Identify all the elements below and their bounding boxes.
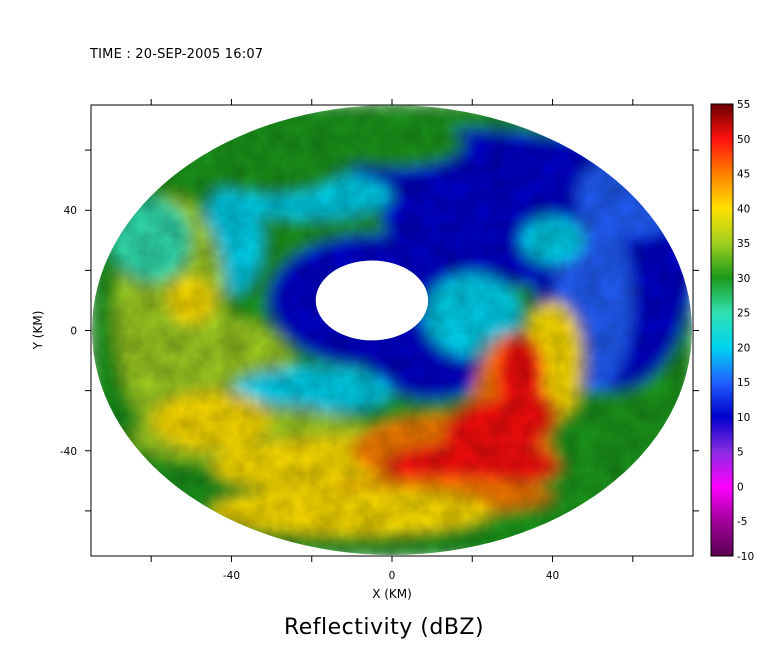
colorbar-tick-label: 55	[737, 99, 750, 111]
colorbar-tick-label: 30	[737, 273, 750, 285]
colorbar-tick-label: 5	[737, 447, 744, 459]
eye-no-echo	[315, 260, 429, 341]
colorbar-tick-label: 35	[737, 238, 750, 250]
colorbar-tick-label: 0	[737, 481, 744, 493]
colorbar-tick-label: 45	[737, 169, 750, 181]
y-tick-label: 0	[70, 326, 77, 338]
colorbar	[710, 103, 734, 557]
colorbar-tick-label: 25	[737, 308, 750, 320]
colorbar-tick-label: 20	[737, 342, 750, 354]
radar-echo-field	[92, 105, 692, 555]
time-label: TIME : 20-SEP-2005 16:07	[90, 47, 264, 62]
colorbar-tick-label: 50	[737, 134, 750, 146]
y-tick-label: 40	[64, 205, 77, 217]
chart-title: Reflectivity (dBZ)	[283, 615, 485, 640]
colorbar-tick-label: -5	[737, 516, 747, 528]
colorbar-tick-label: 15	[737, 377, 750, 389]
y-axis-title: Y (KM)	[31, 311, 45, 351]
x-tick-label: -40	[223, 570, 240, 582]
colorbar-tick-label: -10	[737, 551, 754, 563]
axis-ticks	[85, 99, 699, 562]
colorbar-tick-label: 40	[737, 203, 750, 215]
y-tick-label: -40	[60, 446, 77, 458]
x-axis-title: X (KM)	[372, 587, 412, 601]
x-tick-label: 40	[546, 570, 559, 582]
colorbar-tick-label: 10	[737, 412, 750, 424]
x-tick-label: 0	[389, 570, 396, 582]
